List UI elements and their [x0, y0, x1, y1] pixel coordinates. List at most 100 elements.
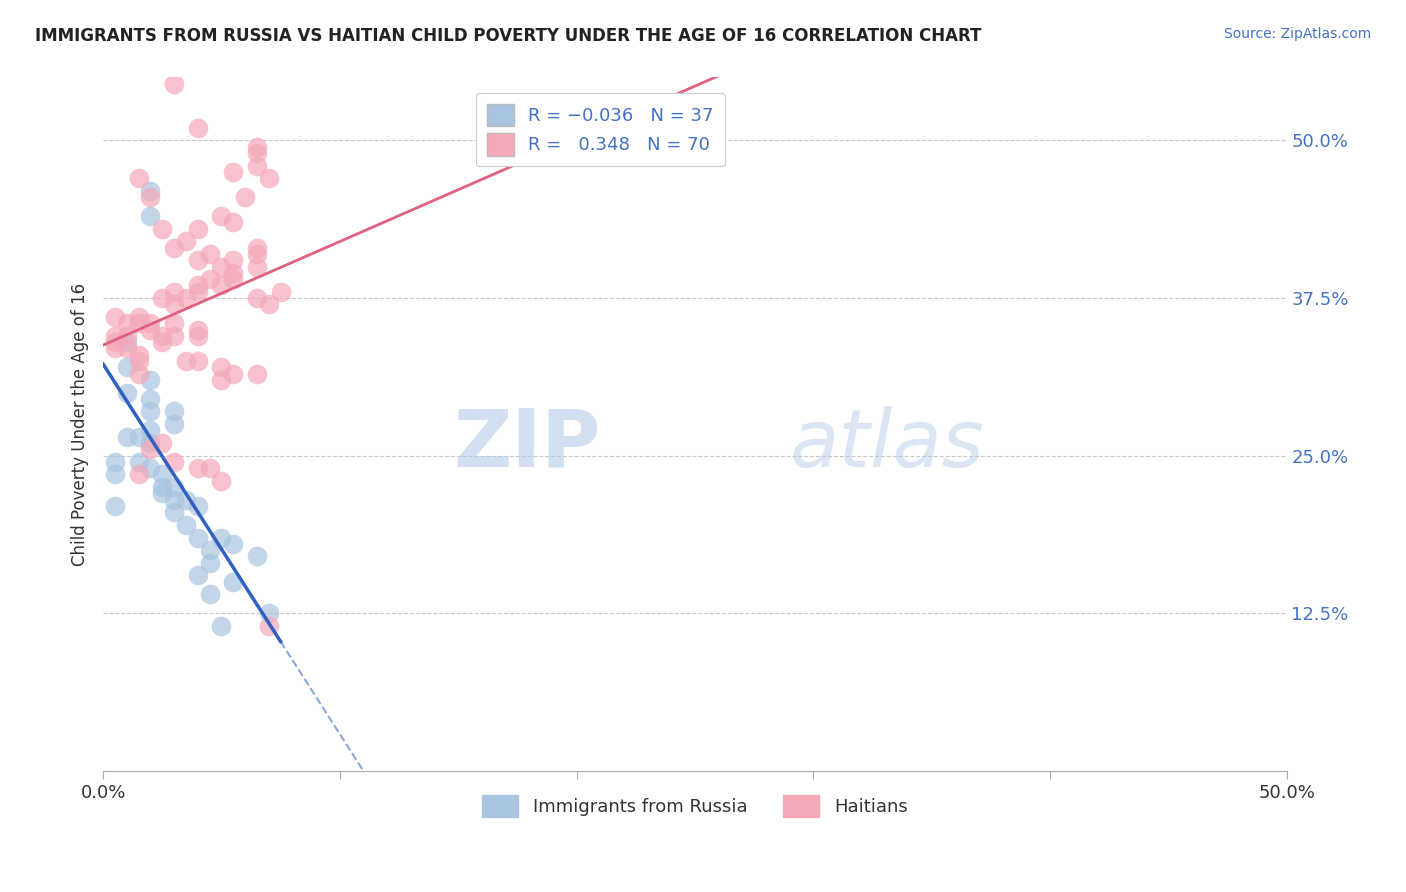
- Point: [222, 253, 245, 268]
- Point: [187, 221, 209, 235]
- Point: [246, 140, 269, 154]
- Point: [257, 297, 280, 311]
- Point: [104, 342, 127, 356]
- Point: [139, 404, 162, 418]
- Point: [104, 310, 127, 324]
- Point: [115, 385, 138, 400]
- Point: [163, 455, 186, 469]
- Point: [198, 556, 221, 570]
- Point: [128, 348, 150, 362]
- Point: [187, 568, 209, 582]
- Point: [139, 322, 162, 336]
- Point: [139, 436, 162, 450]
- Point: [198, 272, 221, 286]
- Point: [211, 619, 233, 633]
- Point: [187, 354, 209, 368]
- Point: [187, 278, 209, 293]
- Point: [104, 467, 127, 482]
- Point: [174, 354, 197, 368]
- Point: [115, 430, 138, 444]
- Point: [187, 285, 209, 299]
- Point: [104, 499, 127, 513]
- Point: [246, 159, 269, 173]
- Text: ZIP: ZIP: [453, 406, 600, 483]
- Point: [187, 499, 209, 513]
- Point: [139, 373, 162, 387]
- Point: [128, 171, 150, 186]
- Point: [198, 543, 221, 558]
- Point: [128, 467, 150, 482]
- Point: [150, 328, 173, 343]
- Text: IMMIGRANTS FROM RUSSIA VS HAITIAN CHILD POVERTY UNDER THE AGE OF 16 CORRELATION : IMMIGRANTS FROM RUSSIA VS HAITIAN CHILD …: [35, 27, 981, 45]
- Point: [211, 360, 233, 375]
- Point: [163, 404, 186, 418]
- Point: [115, 328, 138, 343]
- Point: [222, 215, 245, 229]
- Point: [233, 190, 256, 204]
- Point: [150, 291, 173, 305]
- Point: [163, 297, 186, 311]
- Point: [115, 342, 138, 356]
- Point: [246, 260, 269, 274]
- Point: [222, 165, 245, 179]
- Point: [246, 146, 269, 161]
- Point: [115, 335, 138, 350]
- Point: [211, 209, 233, 223]
- Point: [270, 285, 292, 299]
- Point: [128, 316, 150, 330]
- Point: [246, 241, 269, 255]
- Text: atlas: atlas: [790, 406, 984, 483]
- Point: [139, 184, 162, 198]
- Point: [257, 171, 280, 186]
- Y-axis label: Child Poverty Under the Age of 16: Child Poverty Under the Age of 16: [72, 283, 89, 566]
- Point: [246, 367, 269, 381]
- Point: [128, 354, 150, 368]
- Point: [198, 461, 221, 475]
- Point: [150, 335, 173, 350]
- Point: [163, 241, 186, 255]
- Point: [211, 531, 233, 545]
- Point: [174, 492, 197, 507]
- Point: [104, 328, 127, 343]
- Point: [222, 266, 245, 280]
- Point: [115, 360, 138, 375]
- Point: [187, 328, 209, 343]
- Point: [128, 430, 150, 444]
- Point: [139, 392, 162, 406]
- Point: [187, 461, 209, 475]
- Point: [104, 455, 127, 469]
- Point: [150, 486, 173, 500]
- Point: [128, 367, 150, 381]
- Point: [211, 260, 233, 274]
- Point: [128, 310, 150, 324]
- Point: [222, 574, 245, 589]
- Point: [104, 335, 127, 350]
- Point: [187, 531, 209, 545]
- Point: [163, 77, 186, 91]
- Text: Source: ZipAtlas.com: Source: ZipAtlas.com: [1223, 27, 1371, 41]
- Point: [150, 467, 173, 482]
- Point: [257, 606, 280, 620]
- Point: [150, 436, 173, 450]
- Point: [198, 587, 221, 601]
- Point: [187, 253, 209, 268]
- Point: [150, 480, 173, 494]
- Point: [211, 474, 233, 488]
- Point: [139, 209, 162, 223]
- Point: [211, 278, 233, 293]
- Point: [139, 461, 162, 475]
- Point: [246, 247, 269, 261]
- Point: [222, 272, 245, 286]
- Point: [163, 417, 186, 431]
- Point: [163, 328, 186, 343]
- Point: [128, 455, 150, 469]
- Point: [115, 316, 138, 330]
- Point: [139, 442, 162, 457]
- Point: [163, 285, 186, 299]
- Point: [222, 537, 245, 551]
- Point: [174, 235, 197, 249]
- Point: [187, 120, 209, 135]
- Point: [198, 247, 221, 261]
- Point: [163, 492, 186, 507]
- Point: [139, 423, 162, 437]
